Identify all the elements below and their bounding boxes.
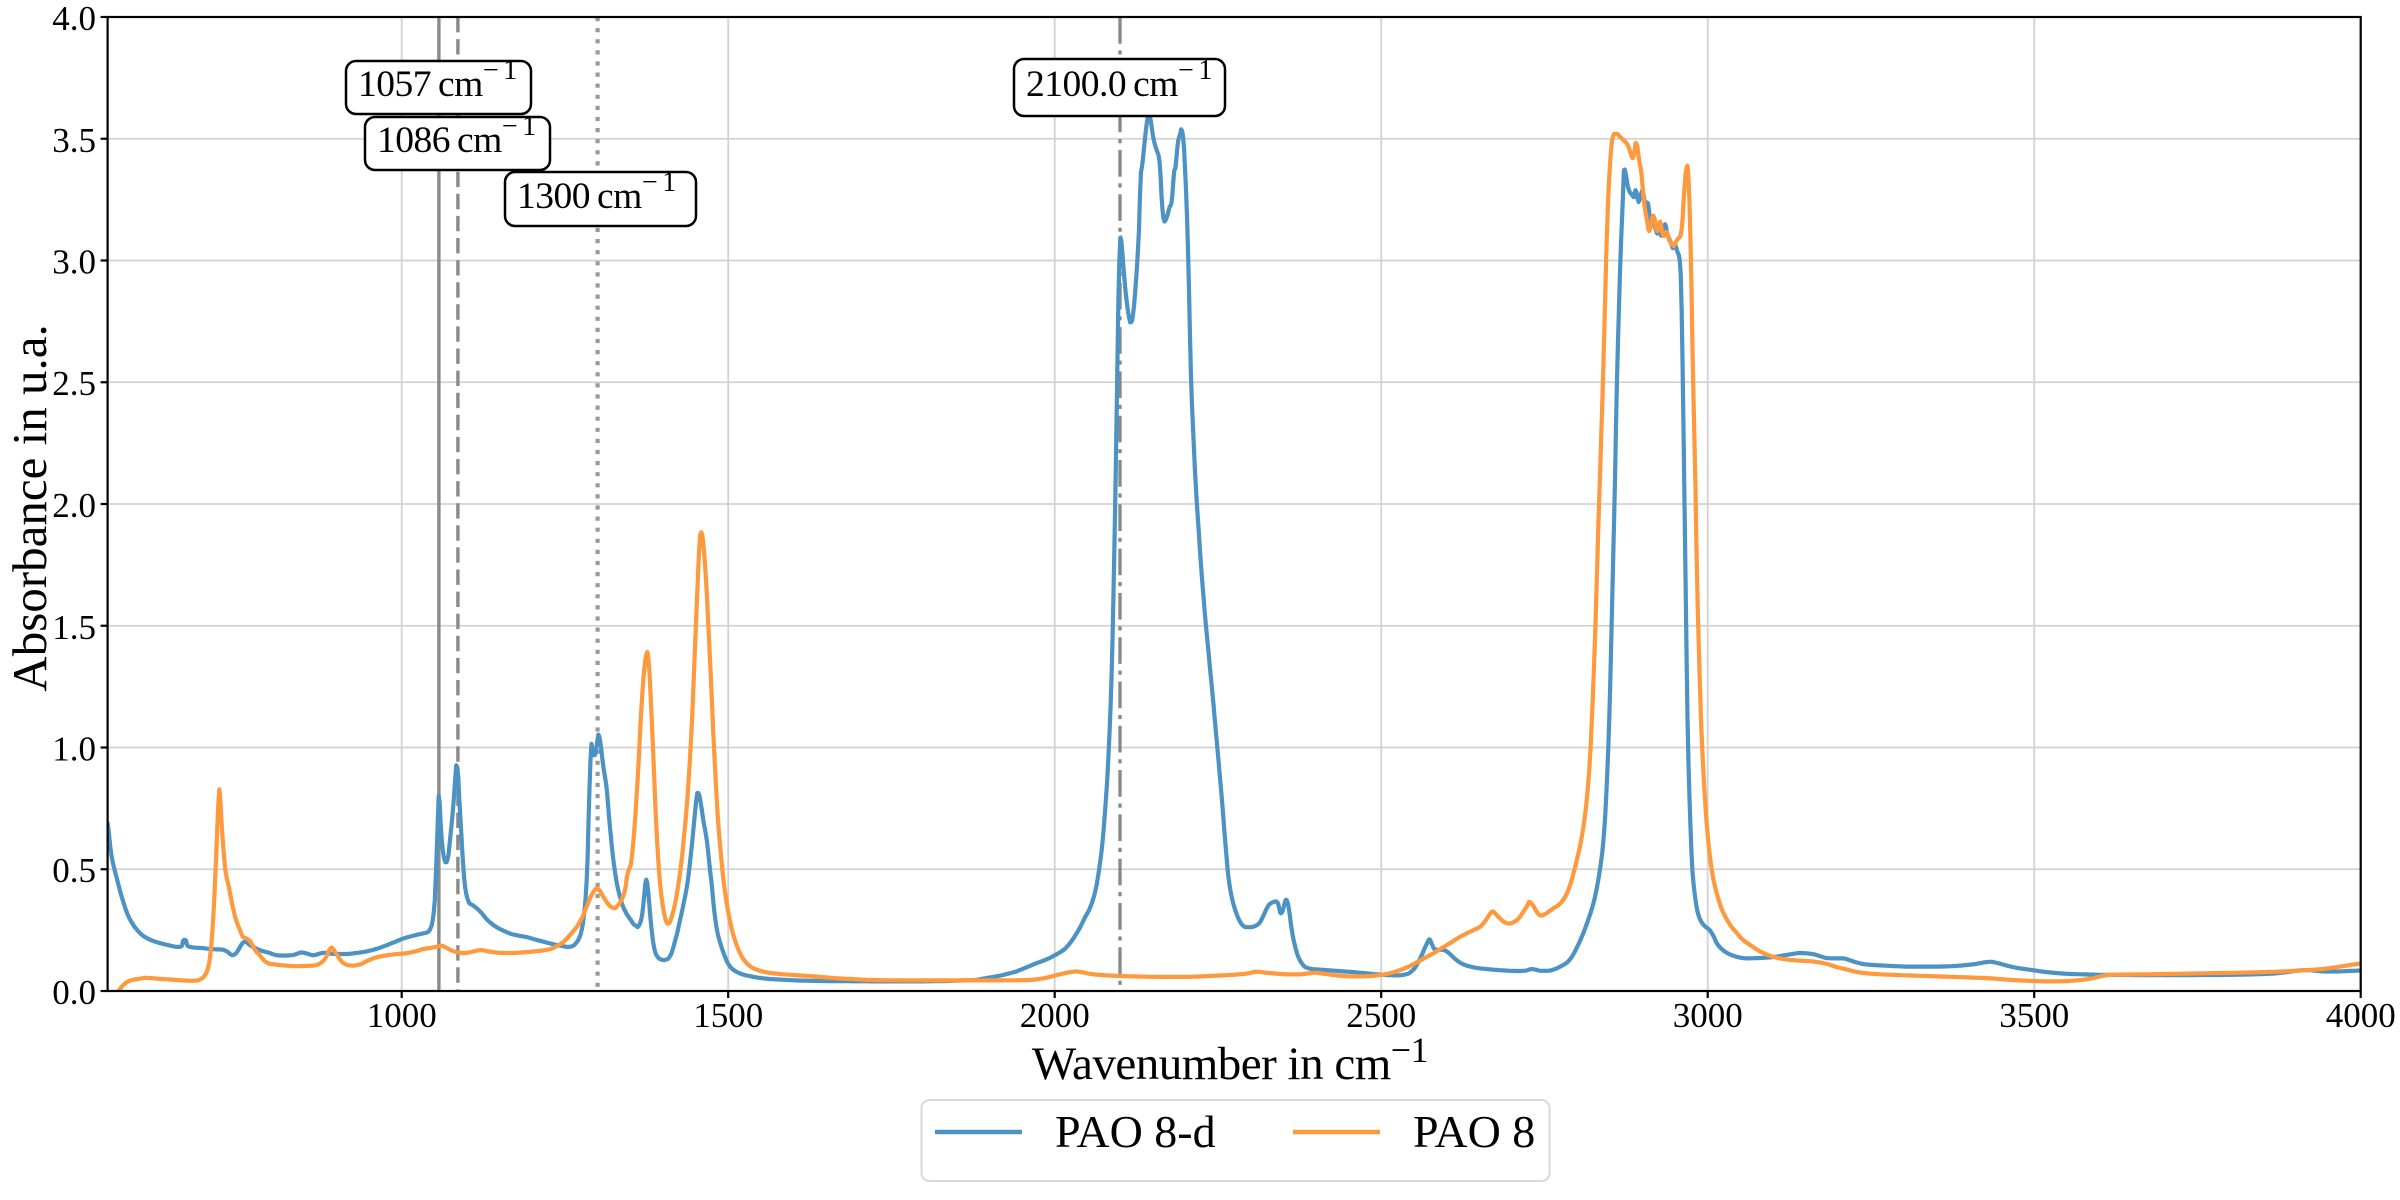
svg-text:4000: 4000 bbox=[2326, 996, 2396, 1035]
svg-text:0.5: 0.5 bbox=[52, 851, 96, 890]
svg-text:1000: 1000 bbox=[367, 996, 437, 1035]
svg-text:3.0: 3.0 bbox=[52, 243, 96, 282]
svg-text:Absorbance in u.a.: Absorbance in u.a. bbox=[2, 324, 57, 691]
svg-text:2000: 2000 bbox=[1020, 996, 1090, 1035]
svg-text:3.5: 3.5 bbox=[52, 121, 96, 160]
svg-text:3500: 3500 bbox=[1999, 996, 2069, 1035]
svg-text:0.0: 0.0 bbox=[52, 973, 96, 1012]
svg-text:2500: 2500 bbox=[1346, 996, 1416, 1035]
svg-text:PAO 8: PAO 8 bbox=[1413, 1106, 1535, 1157]
svg-text:1.0: 1.0 bbox=[52, 730, 96, 769]
svg-text:2.0: 2.0 bbox=[52, 486, 96, 525]
svg-text:1500: 1500 bbox=[693, 996, 763, 1035]
svg-text:4.0: 4.0 bbox=[52, 0, 96, 38]
svg-text:1.5: 1.5 bbox=[52, 608, 96, 647]
svg-text:3000: 3000 bbox=[1673, 996, 1743, 1035]
svg-text:Wavenumber in cm−1: Wavenumber in cm−1 bbox=[1032, 1030, 1428, 1090]
svg-text:2.5: 2.5 bbox=[52, 364, 96, 403]
svg-text:PAO 8-d: PAO 8-d bbox=[1055, 1106, 1216, 1157]
